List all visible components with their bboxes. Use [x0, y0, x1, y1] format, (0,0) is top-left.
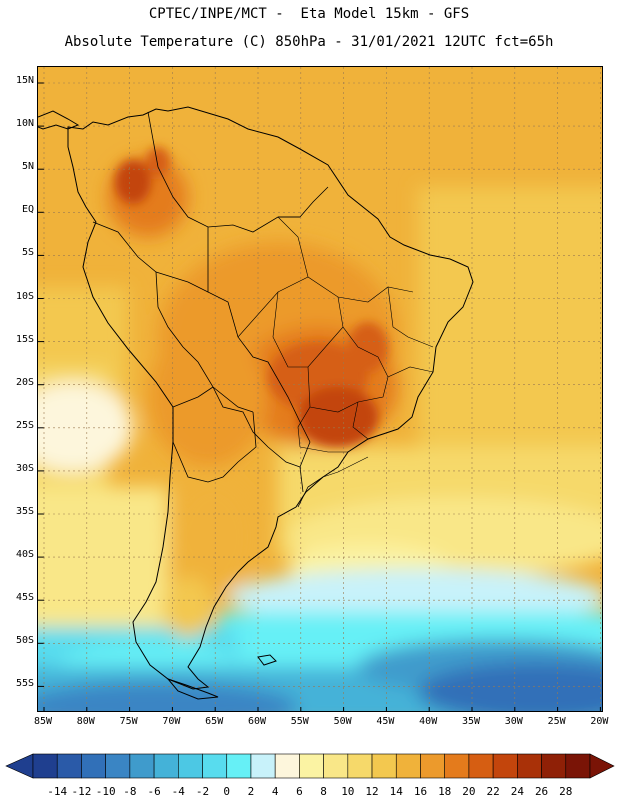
- colorbar-tick-label: 20: [462, 785, 475, 798]
- lat-tick-label: 40S: [2, 549, 34, 560]
- colorbar-swatch: [542, 754, 566, 778]
- lon-tick-label: 35W: [462, 716, 480, 727]
- colorbar-tick-label: 0: [223, 785, 230, 798]
- colorbar-tick-label: -10: [96, 785, 116, 798]
- colorbar-swatch: [348, 754, 372, 778]
- lon-tick-label: 55W: [291, 716, 309, 727]
- colorbar-tick-label: -6: [147, 785, 160, 798]
- lon-tick-label: 40W: [419, 716, 437, 727]
- lat-tick-label: 50S: [2, 635, 34, 646]
- colorbar: [0, 748, 618, 800]
- colorbar-swatch: [81, 754, 105, 778]
- lon-tick-label: 45W: [376, 716, 394, 727]
- lat-tick-label: 15N: [2, 75, 34, 86]
- colorbar-tick-label: 28: [559, 785, 572, 798]
- colorbar-swatch: [227, 754, 251, 778]
- colorbar-tick-label: 12: [365, 785, 378, 798]
- lat-tick-label: 55S: [2, 678, 34, 689]
- chart-title: CPTEC/INPE/MCT - Eta Model 15km - GFS: [0, 6, 618, 22]
- colorbar-tick-label: -4: [172, 785, 185, 798]
- colorbar-swatch: [420, 754, 444, 778]
- colorbar-swatch: [203, 754, 227, 778]
- lon-tick-label: 30W: [505, 716, 523, 727]
- colorbar-min-arrow: [6, 754, 33, 778]
- colorbar-tick-label: 22: [487, 785, 500, 798]
- temperature-map: [38, 67, 603, 712]
- lat-tick-label: 35S: [2, 506, 34, 517]
- colorbar-swatch: [251, 754, 275, 778]
- lat-tick-label: 25S: [2, 420, 34, 431]
- colorbar-tick-label: 14: [390, 785, 403, 798]
- map-panel[interactable]: [37, 66, 603, 712]
- lon-tick-label: 65W: [205, 716, 223, 727]
- lon-tick-label: 20W: [590, 716, 608, 727]
- colorbar-swatch: [469, 754, 493, 778]
- lon-tick-label: 75W: [120, 716, 138, 727]
- colorbar-swatch: [493, 754, 517, 778]
- colorbar-swatch: [57, 754, 81, 778]
- colorbar-tick-label: 10: [341, 785, 354, 798]
- lat-tick-label: 10N: [2, 118, 34, 129]
- colorbar-tick-label: -8: [123, 785, 136, 798]
- colorbar-max-arrow: [590, 754, 614, 778]
- colorbar-tick-label: 18: [438, 785, 451, 798]
- colorbar-swatch: [130, 754, 154, 778]
- colorbar-tick-label: -2: [196, 785, 209, 798]
- lon-tick-label: 80W: [77, 716, 95, 727]
- colorbar-tick-label: 6: [296, 785, 303, 798]
- lat-tick-label: 5S: [2, 247, 34, 258]
- colorbar-swatch: [106, 754, 130, 778]
- colorbar-swatches: [6, 754, 614, 778]
- lat-tick-label: 30S: [2, 463, 34, 474]
- colorbar-swatch: [517, 754, 541, 778]
- colorbar-swatch: [154, 754, 178, 778]
- colorbar-tick-label: 16: [414, 785, 427, 798]
- colorbar-swatch: [396, 754, 420, 778]
- lon-tick-label: 25W: [548, 716, 566, 727]
- colorbar-tick-label: -14: [47, 785, 67, 798]
- chart-subtitle: Absolute Temperature (C) 850hPa - 31/01/…: [0, 34, 618, 50]
- lat-tick-label: 15S: [2, 334, 34, 345]
- colorbar-tick-label: 2: [248, 785, 255, 798]
- lat-tick-label: 45S: [2, 592, 34, 603]
- colorbar-swatch: [275, 754, 299, 778]
- colorbar-swatch: [445, 754, 469, 778]
- colorbar-swatch: [372, 754, 396, 778]
- lon-tick-label: 85W: [34, 716, 52, 727]
- colorbar-tick-label: -12: [71, 785, 91, 798]
- lat-tick-label: 5N: [2, 161, 34, 172]
- colorbar-swatch: [324, 754, 348, 778]
- lat-tick-label: EQ: [2, 204, 34, 215]
- colorbar-tick-label: 4: [272, 785, 279, 798]
- lon-tick-label: 50W: [334, 716, 352, 727]
- colorbar-tick-label: 26: [535, 785, 548, 798]
- colorbar-tick-label: 24: [511, 785, 524, 798]
- colorbar-tick-label: 8: [320, 785, 327, 798]
- lon-tick-label: 60W: [248, 716, 266, 727]
- lat-tick-label: 20S: [2, 377, 34, 388]
- colorbar-swatch: [299, 754, 323, 778]
- colorbar-swatch: [566, 754, 590, 778]
- lon-tick-label: 70W: [162, 716, 180, 727]
- colorbar-swatch: [178, 754, 202, 778]
- colorbar-swatch: [33, 754, 57, 778]
- lat-tick-label: 10S: [2, 291, 34, 302]
